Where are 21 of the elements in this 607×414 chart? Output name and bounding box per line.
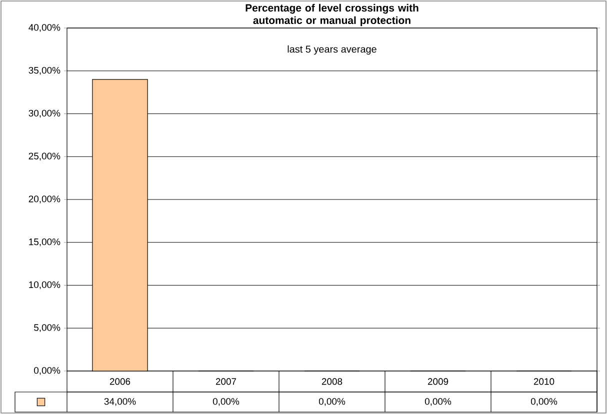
- y-tick-label: 25,00%: [28, 152, 60, 161]
- y-tick-label: 15,00%: [29, 238, 60, 246]
- x-tick-label: 2009: [428, 378, 448, 385]
- x-tick-label: 2010: [534, 378, 554, 385]
- x-tick-label: 2007: [216, 378, 236, 385]
- text: last 5 years average: [288, 45, 376, 55]
- y-tick-label: 0,00%: [34, 367, 60, 375]
- x-tick-label: 2008: [322, 378, 342, 385]
- y-tick-label: 5,00%: [34, 324, 60, 332]
- y-tick-label: 40,00%: [28, 24, 60, 32]
- data-label: 0,00%: [530, 398, 558, 406]
- data-label: 0,00%: [212, 398, 240, 406]
- data-label: 0,00%: [424, 398, 452, 406]
- y-tick-label: 35,00%: [28, 66, 60, 75]
- y-tick-label: 30,00%: [28, 110, 60, 118]
- chart-title: Percentage of level crossings with automatic or manual protection: [246, 4, 418, 26]
- data-label: 0,00%: [318, 398, 346, 406]
- data-label: 34,00%: [104, 398, 136, 406]
- y-tick-label: 10,00%: [29, 281, 60, 290]
- x-tick-label: 2006: [110, 378, 130, 385]
- y-tick-label: 20,00%: [28, 196, 60, 204]
